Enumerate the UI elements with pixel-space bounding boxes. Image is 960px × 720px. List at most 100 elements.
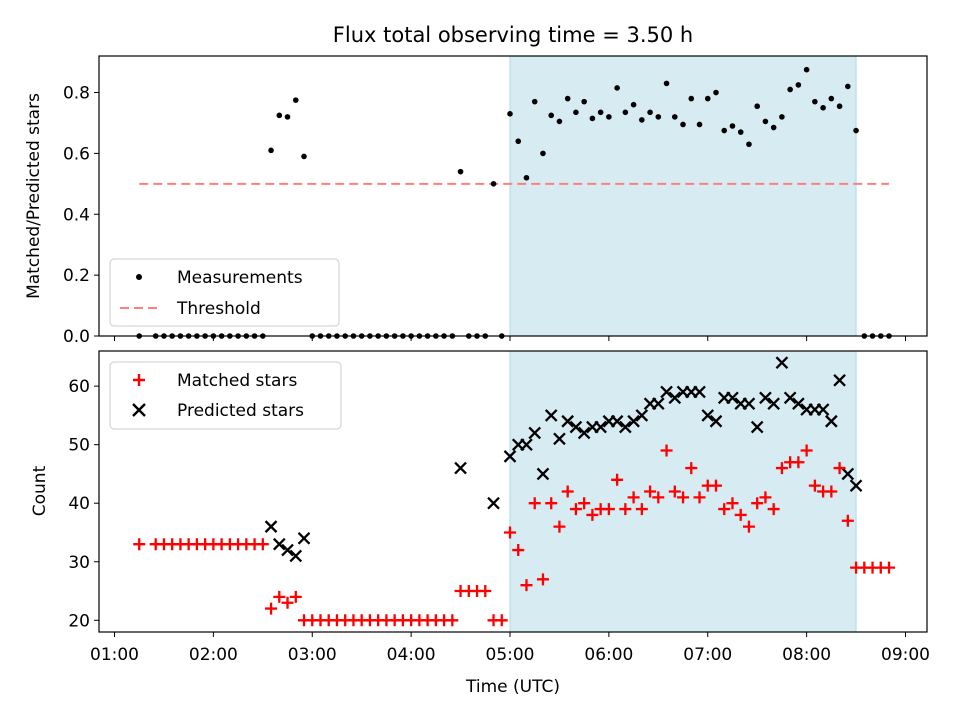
bottom-y-tick-label: 20 (68, 611, 90, 631)
measurement-point (696, 121, 703, 128)
matched-star-marker (446, 614, 459, 627)
x-tick-label: 04:00 (387, 645, 436, 665)
top-y-axis-label: Matched/Predicted stars (24, 93, 44, 299)
predicted-star-marker (841, 467, 855, 481)
measurement-point (589, 115, 596, 122)
measurement-point (845, 83, 851, 90)
measurement-point (853, 127, 859, 134)
bottom-y-tick-label: 40 (68, 494, 90, 514)
matched-star-marker (545, 497, 558, 510)
bottom-y-tick-label: 50 (68, 436, 90, 456)
predicted-star-marker (528, 426, 542, 440)
predicted-star-marker (701, 409, 715, 422)
measurement-point (680, 121, 686, 128)
measurement-point (779, 114, 785, 120)
matched-star-marker (281, 596, 294, 609)
predicted-star-marker (594, 420, 607, 434)
matched-star-marker (685, 462, 698, 475)
top-y-tick-label: 0.0 (63, 327, 90, 347)
predicted-star-marker (627, 414, 640, 428)
predicted-star-marker (816, 403, 830, 416)
predicted-star-marker (487, 496, 500, 510)
matched-star-marker (726, 497, 739, 510)
measurement-point (729, 123, 736, 129)
predicted-star-marker (619, 420, 632, 434)
bottom-legend-box (109, 361, 342, 430)
matched-star-marker (561, 485, 574, 498)
predicted-star-marker (709, 414, 723, 428)
matched-star-marker (611, 473, 624, 486)
matched-star-marker (775, 462, 788, 475)
measurement-point (746, 141, 752, 148)
matched-star-marker (553, 520, 566, 533)
measurement-point (762, 118, 769, 125)
matched-star-marker (256, 538, 269, 551)
measurement-point (770, 124, 777, 131)
matched-star-marker (133, 538, 146, 551)
matched-star-marker (569, 503, 582, 516)
measurement-point (828, 95, 835, 102)
predicted-star-marker (783, 391, 797, 405)
predicted-star-marker (635, 409, 649, 422)
measurement-point (795, 82, 802, 88)
matched-star-marker (644, 485, 657, 498)
x-tick-label: 08:00 (782, 645, 831, 665)
measurement-point (704, 95, 711, 102)
top-y-tick-label: 0.8 (63, 84, 90, 104)
predicted-star-marker (759, 391, 772, 405)
matched-star-marker (709, 479, 722, 492)
matched-star-marker (586, 508, 599, 521)
matched-star-marker (751, 497, 764, 510)
predicted-star-marker (651, 397, 665, 411)
measurement-point (531, 98, 538, 105)
matched-star-marker (520, 579, 533, 592)
predicted-star-marker (569, 420, 583, 434)
matched-star-marker (273, 590, 286, 603)
measurement-point (721, 127, 728, 134)
predicted-star-marker (264, 520, 278, 533)
measurement-point (490, 181, 497, 187)
matched-star-marker (619, 503, 632, 516)
matched-star-marker (734, 508, 747, 521)
predicted-star-marker (454, 461, 467, 475)
matched-star-marker (289, 590, 302, 603)
x-tick-label: 07:00 (683, 645, 732, 665)
matched-star-marker (693, 491, 706, 504)
measurement-point (803, 66, 810, 73)
predicted-star-marker (660, 385, 673, 399)
top-legend: Measurements Threshold (109, 258, 340, 327)
predicted-star-marker (520, 438, 533, 451)
matched-star-marker (883, 561, 896, 574)
legend-predicted-marker (132, 403, 146, 417)
predicted-star-marker (668, 391, 682, 405)
measurement-point (713, 89, 719, 96)
x-tick-label: 09:00 (881, 645, 930, 665)
measurement-point (671, 114, 678, 120)
predicted-star-marker (825, 414, 838, 428)
measurement-point (614, 85, 620, 91)
measurement-point (573, 109, 579, 116)
matched-star-marker (536, 573, 549, 586)
measurement-point (507, 111, 513, 117)
top-plot-frame (98, 55, 928, 337)
predicted-star-marker (767, 397, 780, 411)
matched-star-marker (660, 444, 673, 457)
measurement-point (457, 168, 464, 175)
matched-star-marker (800, 444, 813, 457)
matched-star-marker (504, 526, 516, 539)
matched-star-marker (767, 503, 780, 516)
bottom-x-ticks: 01:00 02:00 03:00 04:00 05:00 06:00 07:00 08:00… (90, 632, 930, 665)
top-y-ticks: 0.0 0.2 0.4 0.6 0.8 (63, 84, 99, 347)
matched-star-marker (677, 491, 690, 504)
predicted-star-marker (577, 426, 591, 440)
predicted-star-marker (561, 414, 574, 428)
predicted-star-marker (289, 549, 303, 563)
legend-matched-marker (133, 374, 145, 386)
measurement-point (268, 147, 274, 154)
measurement-point (820, 104, 826, 111)
matched-star-marker (652, 491, 665, 504)
bottom-panel: 01:00 02:00 03:00 04:00 05:00 06:00 07:00 08:00… (30, 350, 930, 665)
predicted-star-marker (726, 391, 739, 405)
matched-star-marker (718, 503, 731, 516)
measurement-point (630, 101, 637, 108)
